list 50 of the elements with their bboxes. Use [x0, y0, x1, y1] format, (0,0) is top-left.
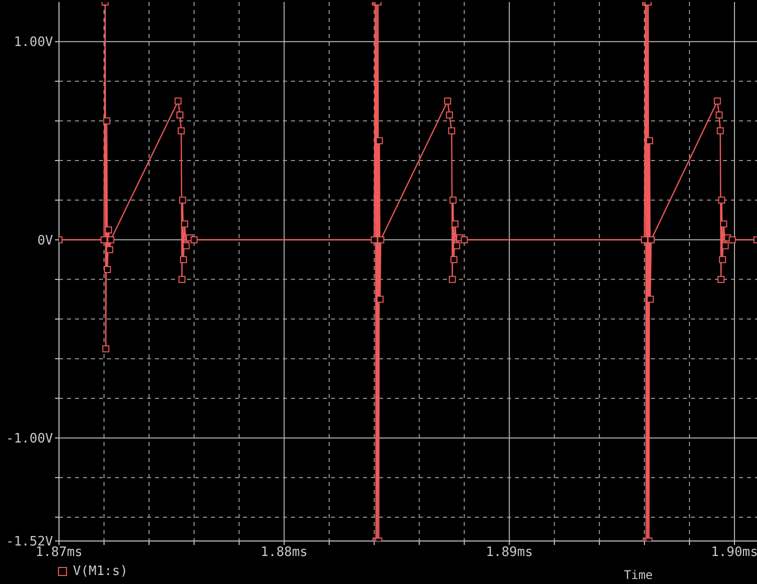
- point: [646, 296, 654, 303]
- point: [180, 256, 188, 264]
- legend-label: V(M1:s): [73, 564, 128, 579]
- point: [178, 127, 185, 134]
- x-axis-title: Time: [624, 568, 653, 582]
- point: [376, 296, 384, 303]
- point: [444, 98, 452, 105]
- y-tick-label: -1.00V: [6, 432, 54, 447]
- point: [714, 98, 721, 105]
- point: [106, 246, 114, 254]
- point: [719, 256, 726, 264]
- x-tick-label: 1.89ms: [486, 545, 533, 560]
- y-tick-label: 0V: [37, 233, 54, 248]
- point: [107, 236, 114, 244]
- point: [176, 111, 184, 118]
- point: [452, 220, 459, 228]
- point: [377, 236, 384, 244]
- point: [718, 196, 726, 204]
- point: [640, 236, 648, 244]
- point: [103, 117, 110, 124]
- point: [448, 127, 456, 134]
- x-tick-label: 1.90ms: [711, 545, 757, 560]
- point: [100, 236, 108, 244]
- point: [717, 276, 724, 283]
- point: [174, 98, 182, 105]
- point: [720, 220, 728, 228]
- point: [648, 236, 655, 244]
- point: [104, 266, 111, 274]
- x-tick-label: 1.88ms: [260, 545, 308, 560]
- point: [728, 236, 736, 244]
- point: [178, 276, 186, 283]
- point: [190, 236, 198, 244]
- point: [453, 242, 460, 250]
- point: [105, 226, 112, 234]
- point: [722, 242, 729, 250]
- point: [179, 196, 186, 204]
- point: [716, 127, 724, 134]
- point: [450, 256, 458, 264]
- point: [181, 220, 188, 228]
- point: [446, 111, 453, 118]
- point: [460, 236, 468, 244]
- point: [182, 242, 190, 250]
- point: [370, 236, 378, 244]
- point: [102, 345, 110, 352]
- point: [448, 276, 456, 283]
- y-tick-label: 1.00V: [14, 35, 54, 50]
- point: [646, 137, 654, 144]
- point: [376, 137, 383, 144]
- point: [450, 196, 457, 204]
- point: [716, 111, 723, 118]
